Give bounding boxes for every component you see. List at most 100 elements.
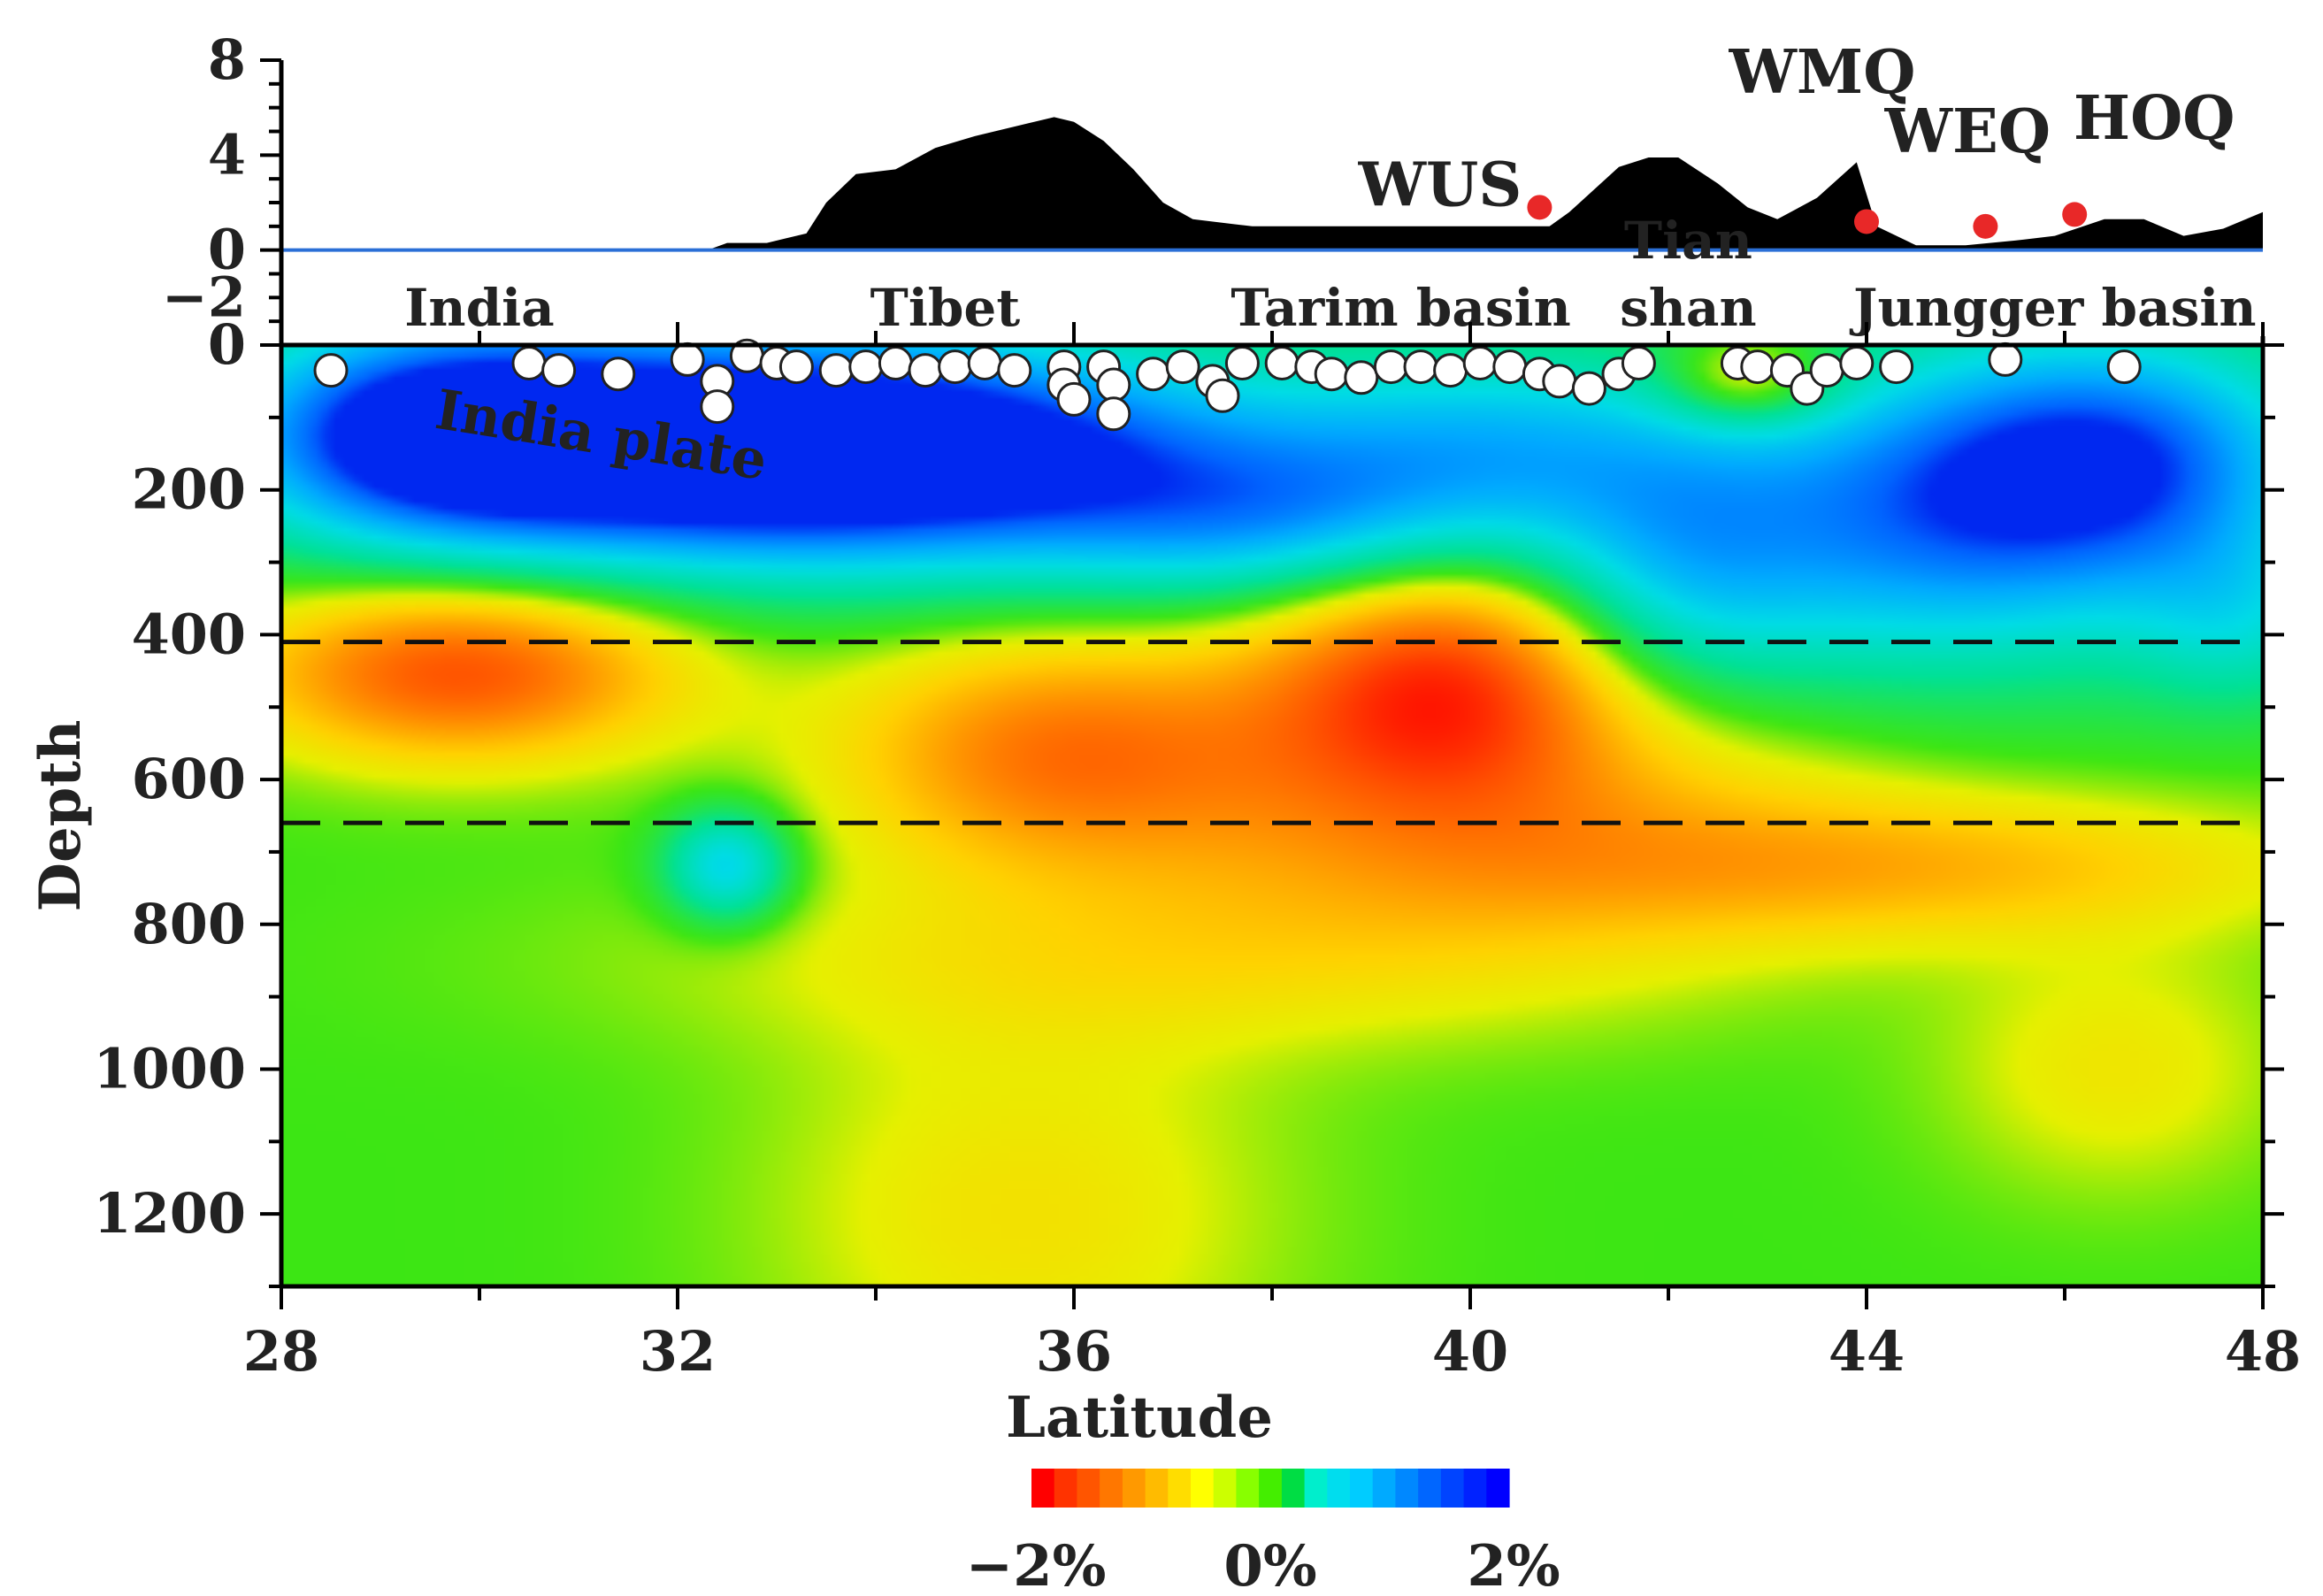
colorbar-swatch [1440, 1469, 1465, 1508]
colorbar-swatch [1213, 1469, 1237, 1508]
earthquake-marker [601, 357, 636, 392]
colorbar-label: 0% [1223, 1533, 1316, 1596]
colorbar-swatch [1145, 1469, 1169, 1508]
colorbar-swatch [1191, 1469, 1215, 1508]
earthquake-marker [1403, 349, 1438, 385]
earthquake-marker [1096, 396, 1131, 432]
earthquake-marker [1571, 371, 1606, 406]
x-tick-label: 36 [1036, 1319, 1112, 1384]
earthquake-marker [1809, 353, 1844, 388]
colorbar-label: 2% [1467, 1533, 1560, 1596]
earthquake-marker [848, 349, 884, 385]
earthquake-marker [1433, 353, 1468, 388]
earthquake-marker [1988, 341, 2023, 377]
earthquake-marker [1344, 360, 1379, 395]
earthquake-marker [1879, 349, 1914, 385]
x-tick-label: 48 [2225, 1319, 2301, 1384]
earthquake-marker [1136, 357, 1171, 392]
earthquake-marker [778, 349, 814, 385]
colorbar-swatch [1304, 1469, 1328, 1508]
earthquake-marker [967, 346, 1002, 380]
earthquake-marker [908, 353, 943, 388]
x-axis-title: Latitude [1006, 1385, 1273, 1451]
earthquake-marker [1165, 349, 1200, 385]
earthquake-marker [1492, 349, 1528, 385]
y-tick-label: 1000 [93, 1036, 246, 1101]
colorbar-swatch [1259, 1469, 1283, 1508]
colorbar-swatch [1168, 1469, 1192, 1508]
x-tick-label: 28 [243, 1319, 319, 1384]
colorbar-swatch [1236, 1469, 1260, 1508]
region-label: India [404, 278, 554, 338]
earthquake-marker [1621, 346, 1656, 380]
y-tick-label: 0 [208, 312, 246, 377]
colorbar-swatch [1327, 1469, 1351, 1508]
y-axis-title: Depth [27, 719, 94, 911]
colorbar-swatch [1122, 1469, 1146, 1508]
station-marker-wus [1527, 195, 1552, 220]
earthquake-marker [938, 349, 973, 385]
topography-profile [281, 117, 2263, 250]
station-label-wmq: WMQ [1729, 37, 1916, 108]
earthquake-marker [670, 341, 705, 377]
station-label-hoq: HOQ [2074, 83, 2235, 154]
x-tick-label: 32 [640, 1319, 716, 1384]
colorbar-swatch [1054, 1469, 1077, 1508]
earthquake-marker [1542, 364, 1577, 399]
colorbar-swatch [1372, 1469, 1396, 1508]
x-tick-label: 44 [1828, 1319, 1905, 1384]
y-tick-label: 600 [132, 747, 246, 811]
earthquake-marker [2106, 349, 2142, 385]
earthquake-marker [1373, 349, 1408, 385]
earthquake-marker [1224, 346, 1260, 380]
earthquake-marker [1462, 346, 1498, 380]
colorbar-swatch [1100, 1469, 1123, 1508]
velocity-heatmap [281, 345, 2263, 1286]
station-label-weq: WEQ [1884, 96, 2051, 167]
colorbar-swatch [1418, 1469, 1442, 1508]
topo-tick-label: 4 [208, 122, 246, 187]
earthquake-marker [541, 353, 577, 388]
colorbar-swatch [1395, 1469, 1419, 1508]
region-label: shan [1620, 278, 1757, 338]
earthquake-marker [818, 353, 854, 388]
earthquake-marker [1314, 357, 1349, 392]
region-label: Jungger basin [1849, 278, 2257, 338]
earthquake-marker [1056, 381, 1092, 417]
colorbar-swatch [1281, 1469, 1306, 1508]
station-label-wus: WUS [1358, 150, 1522, 220]
colorbar-swatch [1463, 1469, 1487, 1508]
earthquake-marker [1205, 378, 1240, 413]
colorbar-swatch [1486, 1469, 1510, 1508]
velocity-section-panel [281, 345, 2263, 1286]
station-marker-wmq [1854, 209, 1879, 234]
region-label: Tibet [870, 278, 1021, 338]
y-tick-label: 800 [132, 892, 246, 956]
topo-tick-label: −2 [162, 265, 246, 329]
earthquake-marker [1839, 346, 1874, 380]
y-tick-label: 400 [132, 602, 246, 666]
region-label: Tian [1624, 211, 1752, 271]
station-marker-weq [1973, 213, 1998, 239]
station-marker-hoq [2062, 202, 2088, 227]
earthquake-marker [1264, 346, 1300, 380]
earthquake-marker [511, 346, 547, 380]
topo-tick-label: 8 [208, 27, 246, 92]
topo-tick-label: 0 [208, 218, 246, 282]
colorbar-swatch [1077, 1469, 1100, 1508]
y-tick-label: 200 [132, 457, 246, 522]
earthquake-marker [997, 353, 1032, 388]
colorbar-swatch [1031, 1469, 1055, 1508]
earthquake-marker [700, 389, 735, 425]
earthquake-marker [1096, 367, 1131, 403]
x-tick-label: 40 [1432, 1319, 1508, 1384]
region-label: Tarim basin [1230, 278, 1570, 338]
colorbar: −2% 0% 2% [966, 1469, 1560, 1596]
colorbar-label: −2% [966, 1533, 1107, 1596]
earthquake-marker [313, 353, 349, 388]
earthquake-marker [1740, 349, 1775, 385]
colorbar-swatch [1350, 1469, 1374, 1508]
